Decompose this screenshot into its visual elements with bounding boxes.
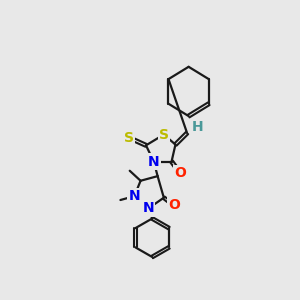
Text: O: O [174,166,186,180]
Text: N: N [142,202,154,215]
Text: N: N [148,154,160,169]
Text: O: O [168,198,180,212]
Text: S: S [124,130,134,145]
Text: N: N [129,189,140,203]
Text: H: H [192,120,204,134]
Text: S: S [159,128,169,142]
